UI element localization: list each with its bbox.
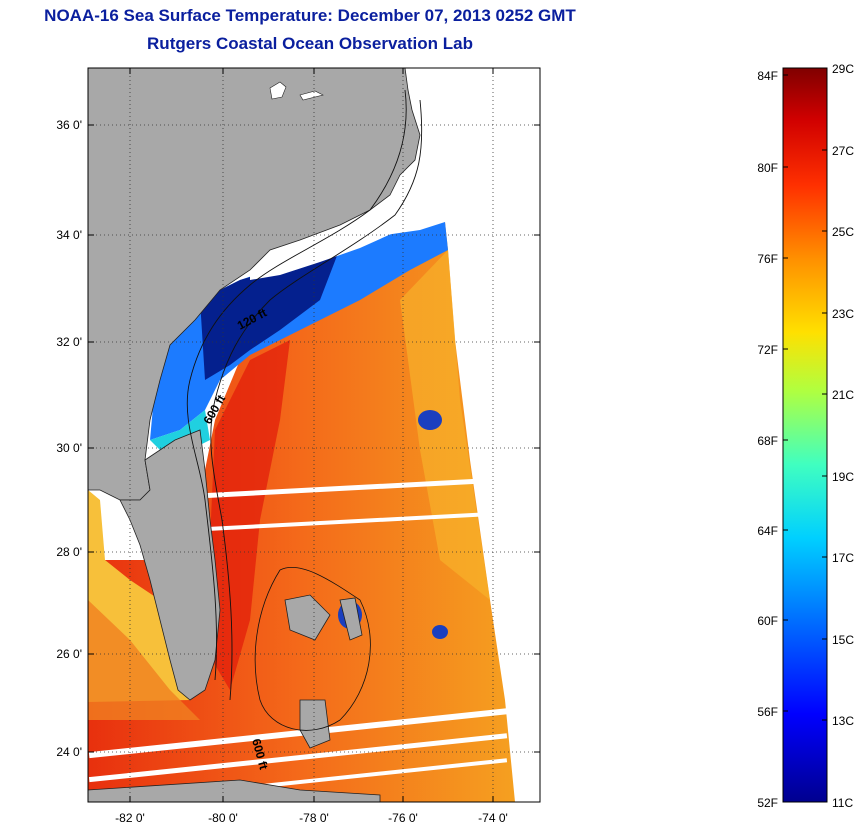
colorbar-f-labels: 84F 80F 76F 72F 68F 64F 60F 56F 52F: [757, 69, 778, 810]
map-subtitle: Rutgers Coastal Ocean Observation Lab: [147, 34, 473, 53]
swath-gap-line: [200, 512, 480, 532]
colorbar-c-label: 15C: [832, 633, 854, 647]
gulf-stream-core: [200, 340, 290, 690]
colorbar: [782, 67, 828, 803]
colorbar-f-label: 60F: [757, 614, 778, 628]
lat-label: 24 0': [56, 745, 82, 759]
sst-warm-offshore: [400, 250, 490, 600]
colorbar-f-label: 76F: [757, 252, 778, 266]
colorbar-f-label: 80F: [757, 161, 778, 175]
lon-axis-labels: -82 0' -80 0' -78 0' -76 0' -74 0': [115, 811, 508, 825]
land-cuba: [88, 779, 381, 802]
colorbar-c-label: 29C: [832, 62, 854, 76]
sst-cool-shelf: [150, 222, 448, 440]
lat-label: 34 0': [56, 228, 82, 242]
colorbar-f-label: 52F: [757, 796, 778, 810]
swath-gap-line: [88, 708, 508, 759]
gulf-sst-warm: [88, 600, 200, 720]
lon-label: -80 0': [208, 811, 238, 825]
lon-label: -76 0': [388, 811, 418, 825]
colorbar-f-label: 68F: [757, 434, 778, 448]
contour-120ft: [186, 89, 407, 681]
colorbar-c-label: 17C: [832, 551, 854, 565]
lon-label: -82 0': [115, 811, 145, 825]
swath-gap-line: [88, 733, 508, 783]
lat-axis-labels: 36 0' 34 0' 32 0' 30 0' 28 0' 26 0' 24 0…: [56, 118, 82, 759]
lat-label: 26 0': [56, 647, 82, 661]
colorbar-f-label: 56F: [757, 705, 778, 719]
contour-600ft: [210, 99, 423, 701]
colorbar-c-label: 19C: [832, 470, 854, 484]
colorbar-c-label: 23C: [832, 307, 854, 321]
cloud-gap-north: [250, 205, 420, 280]
lon-label: -78 0': [299, 811, 329, 825]
contour-bahamas-bank: [254, 566, 371, 731]
lat-label: 28 0': [56, 545, 82, 559]
cold-eddy: [432, 625, 448, 639]
land-florida-peninsula: [119, 429, 221, 701]
map-title: NOAA-16 Sea Surface Temperature: Decembe…: [44, 6, 576, 25]
land-bahamas-island: [339, 597, 363, 641]
colorbar-f-label: 84F: [757, 69, 778, 83]
lat-label: 36 0': [56, 118, 82, 132]
map-grid: [88, 68, 540, 802]
swath-gap-line: [200, 478, 480, 499]
cold-eddy: [418, 410, 442, 430]
colorbar-c-label: 11C: [832, 796, 853, 810]
colorbar-c-labels: 29C 27C 25C 23C 21C 19C 17C 15C 13C 11C: [832, 62, 854, 810]
colorbar-f-label: 64F: [757, 524, 778, 538]
inland-water: [269, 81, 324, 101]
land-bahamas-island: [299, 699, 331, 749]
land-andros-island: [284, 594, 331, 641]
lat-label: 32 0': [56, 335, 82, 349]
colorbar-f-label: 72F: [757, 343, 778, 357]
map-ticks: [88, 68, 540, 802]
colorbar-c-label: 25C: [832, 225, 854, 239]
lat-label: 30 0': [56, 441, 82, 455]
colorbar-c-label: 13C: [832, 714, 854, 728]
colorbar-c-label: 27C: [832, 144, 854, 158]
lon-label: -74 0': [478, 811, 508, 825]
colorbar-c-label: 21C: [832, 388, 854, 402]
colorbar-ticks: [783, 67, 827, 721]
